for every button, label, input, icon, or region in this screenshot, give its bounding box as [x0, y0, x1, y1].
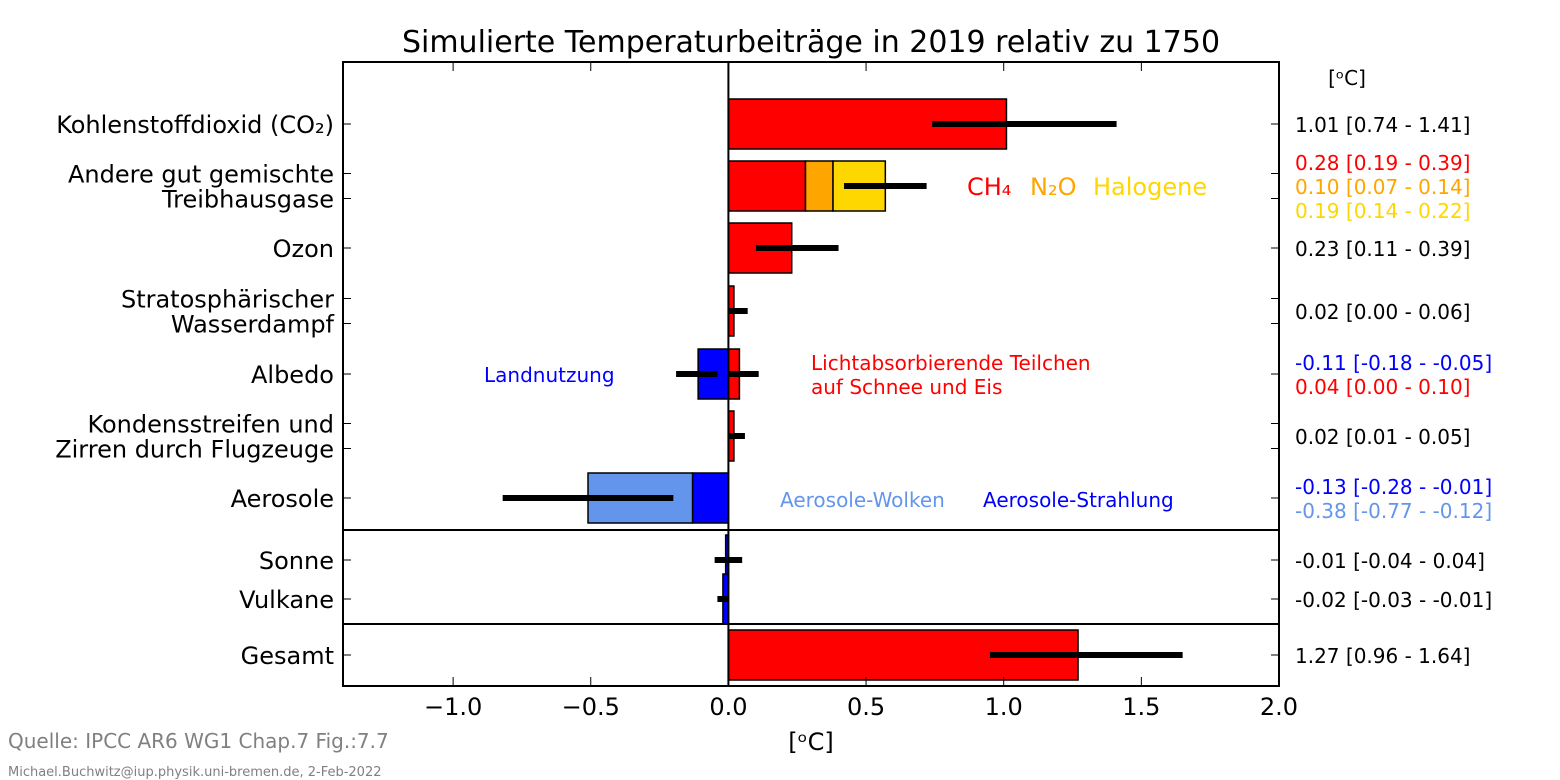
source-note: Quelle: IPCC AR6 WG1 Chap.7 Fig.:7.7 — [8, 729, 389, 753]
x-tick-label: 1.5 — [1122, 693, 1160, 721]
category-label-wmghg: Andere gut gemischte — [68, 161, 334, 189]
value-label-contrails: 0.02 [0.01 - 0.05] — [1295, 425, 1471, 449]
x-tick-label: 0.0 — [709, 693, 747, 721]
category-label-h2o: Wasserdampf — [171, 311, 335, 339]
chart-title: Simulierte Temperaturbeiträge in 2019 re… — [402, 25, 1220, 60]
annotation-halogene: Halogene — [1093, 173, 1207, 201]
values-unit-label: [ᵒC] — [1328, 66, 1366, 90]
value-label-wmghg: 0.19 [0.14 - 0.22] — [1295, 199, 1471, 223]
annotation-licht2: auf Schnee und Eis — [811, 375, 1002, 399]
value-label-volcanic: -0.02 [-0.03 - -0.01] — [1295, 588, 1492, 612]
category-label-h2o: Stratosphärischer — [121, 286, 334, 314]
x-tick-label: −1.0 — [424, 693, 482, 721]
value-labels-layer: 1.01 [0.74 - 1.41] 0.28 [0.19 - 0.39]0.10… — [1295, 113, 1492, 668]
bar-aerosol — [691, 472, 730, 524]
value-label-albedo: 0.04 [0.00 - 0.10] — [1295, 375, 1471, 399]
annotation-n2o: N₂O — [1030, 173, 1076, 201]
category-label-albedo: Albedo — [251, 361, 334, 389]
category-label-contrails: Kondensstreifen und — [87, 411, 334, 439]
value-label-aerosol: -0.38 [-0.77 - -0.12] — [1295, 499, 1492, 523]
value-label-albedo: -0.11 [-0.18 - -0.05] — [1295, 351, 1492, 375]
annotation-licht1: Lichtabsorbierende Teilchen — [811, 351, 1091, 375]
category-label-total: Gesamt — [241, 642, 334, 670]
bar-wmghg — [727, 160, 807, 212]
category-label-contrails: Zirren durch Flugzeuge — [55, 436, 334, 464]
value-label-ozone: 0.23 [0.11 - 0.39] — [1295, 237, 1471, 261]
annotation-aerosole-wolken: Aerosole-Wolken — [780, 488, 945, 512]
credit-note: Michael.Buchwitz@iup.physik.uni-bremen.d… — [8, 765, 382, 780]
x-tick-label: −0.5 — [562, 693, 620, 721]
category-label-solar: Sonne — [259, 547, 334, 575]
value-label-co2: 1.01 [0.74 - 1.41] — [1295, 113, 1471, 137]
value-label-wmghg: 0.10 [0.07 - 0.14] — [1295, 175, 1471, 199]
x-axis-label: [ᵒC] — [788, 728, 833, 756]
value-label-aerosol: -0.13 [-0.28 - -0.01] — [1295, 475, 1492, 499]
value-label-solar: -0.01 [-0.04 - 0.04] — [1295, 549, 1485, 573]
x-tick-label: 2.0 — [1260, 693, 1298, 721]
value-label-wmghg: 0.28 [0.19 - 0.39] — [1295, 151, 1471, 175]
x-tick-label: 0.5 — [847, 693, 885, 721]
category-label-co2: Kohlenstoffdioxid (CO₂) — [56, 111, 334, 139]
value-label-h2o: 0.02 [0.00 - 0.06] — [1295, 300, 1471, 324]
errorbars-layer — [502, 121, 1183, 658]
bars-layer — [587, 98, 1079, 681]
annotation-aerosole-strahlung: Aerosole-Strahlung — [983, 488, 1174, 512]
annotations-layer: CH₄ N₂O Halogene Landnutzung Lichtabsorbiere… — [484, 173, 1207, 512]
x-tick-label: 1.0 — [985, 693, 1023, 721]
value-label-total: 1.27 [0.96 - 1.64] — [1295, 644, 1471, 668]
category-label-ozone: Ozon — [273, 235, 334, 263]
category-label-volcanic: Vulkane — [239, 586, 334, 614]
category-label-aerosol: Aerosole — [231, 485, 334, 513]
category-label-wmghg: Treibhausgase — [161, 186, 334, 214]
bar-wmghg — [804, 160, 834, 212]
annotation-landnutzung: Landnutzung — [484, 363, 615, 387]
ticks-layer: −1.0 −0.5 0.0 0.5 1.0 1.5 2.0 — [343, 62, 1298, 721]
annotation-ch4: CH₄ — [967, 173, 1011, 201]
category-labels-layer: Kohlenstoffdioxid (CO₂) Andere gut gemisc… — [55, 111, 334, 670]
